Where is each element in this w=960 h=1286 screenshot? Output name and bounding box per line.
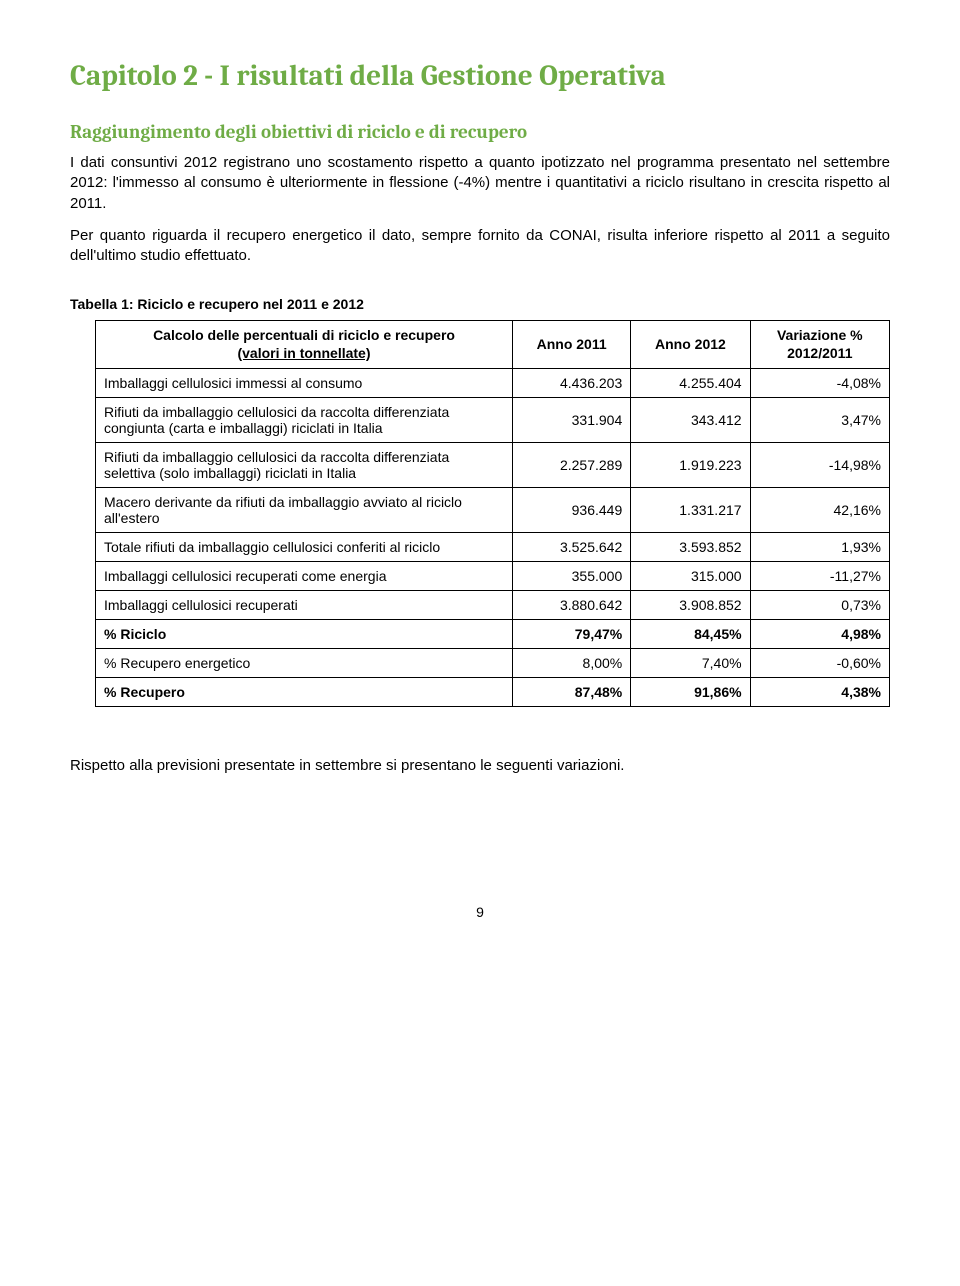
cell-2012: 84,45% <box>631 620 750 649</box>
cell-var: -11,27% <box>750 562 889 591</box>
cell-2011: 79,47% <box>513 620 631 649</box>
cell-2011: 936.449 <box>513 488 631 533</box>
table-body: Imballaggi cellulosici immessi al consum… <box>96 369 890 707</box>
cell-2011: 355.000 <box>513 562 631 591</box>
footer-paragraph: Rispetto alla previsioni presentate in s… <box>70 757 890 774</box>
table-header-row: Calcolo delle percentuali di riciclo e r… <box>96 321 890 369</box>
cell-2012: 4.255.404 <box>631 369 750 398</box>
cell-label: Imballaggi cellulosici immessi al consum… <box>96 369 513 398</box>
cell-var: -4,08% <box>750 369 889 398</box>
cell-label: Macero derivante da rifiuti da imballagg… <box>96 488 513 533</box>
table-row: Imballaggi cellulosici recuperati come e… <box>96 562 890 591</box>
cell-var: 4,38% <box>750 678 889 707</box>
cell-label: Imballaggi cellulosici recuperati <box>96 591 513 620</box>
cell-var: -0,60% <box>750 649 889 678</box>
col-header-description: Calcolo delle percentuali di riciclo e r… <box>96 321 513 369</box>
col-header-variation: Variazione % 2012/2011 <box>750 321 889 369</box>
table-row: Rifiuti da imballaggio cellulosici da ra… <box>96 398 890 443</box>
table-row: % Recupero 87,48% 91,86% 4,38% <box>96 678 890 707</box>
cell-2011: 8,00% <box>513 649 631 678</box>
table-row: Imballaggi cellulosici recuperati 3.880.… <box>96 591 890 620</box>
cell-label: % Riciclo <box>96 620 513 649</box>
data-table: Calcolo delle percentuali di riciclo e r… <box>95 320 890 707</box>
cell-label: % Recupero energetico <box>96 649 513 678</box>
cell-label: Totale rifiuti da imballaggio cellulosic… <box>96 533 513 562</box>
cell-2011: 87,48% <box>513 678 631 707</box>
cell-2012: 1.331.217 <box>631 488 750 533</box>
cell-2011: 331.904 <box>513 398 631 443</box>
cell-var: -14,98% <box>750 443 889 488</box>
cell-2011: 2.257.289 <box>513 443 631 488</box>
col-header-2012: Anno 2012 <box>631 321 750 369</box>
table-row: % Riciclo 79,47% 84,45% 4,98% <box>96 620 890 649</box>
cell-var: 3,47% <box>750 398 889 443</box>
cell-2012: 315.000 <box>631 562 750 591</box>
page-number: 9 <box>70 904 890 920</box>
cell-2012: 1.919.223 <box>631 443 750 488</box>
table-row: Rifiuti da imballaggio cellulosici da ra… <box>96 443 890 488</box>
cell-2012: 343.412 <box>631 398 750 443</box>
cell-label: Imballaggi cellulosici recuperati come e… <box>96 562 513 591</box>
cell-2012: 3.908.852 <box>631 591 750 620</box>
table-row: Totale rifiuti da imballaggio cellulosic… <box>96 533 890 562</box>
section-title: Raggiungimento degli obiettivi di ricicl… <box>70 121 890 143</box>
cell-label: Rifiuti da imballaggio cellulosici da ra… <box>96 443 513 488</box>
cell-2012: 3.593.852 <box>631 533 750 562</box>
paragraph-1: I dati consuntivi 2012 registrano uno sc… <box>70 153 890 214</box>
cell-var: 1,93% <box>750 533 889 562</box>
cell-2011: 4.436.203 <box>513 369 631 398</box>
table-row: Macero derivante da rifiuti da imballagg… <box>96 488 890 533</box>
cell-label: Rifiuti da imballaggio cellulosici da ra… <box>96 398 513 443</box>
table-caption: Tabella 1: Riciclo e recupero nel 2011 e… <box>70 296 890 312</box>
cell-var: 0,73% <box>750 591 889 620</box>
cell-2011: 3.880.642 <box>513 591 631 620</box>
cell-2011: 3.525.642 <box>513 533 631 562</box>
cell-2012: 91,86% <box>631 678 750 707</box>
cell-var: 42,16% <box>750 488 889 533</box>
table-row: % Recupero energetico 8,00% 7,40% -0,60% <box>96 649 890 678</box>
cell-2012: 7,40% <box>631 649 750 678</box>
paragraph-2: Per quanto riguarda il recupero energeti… <box>70 226 890 267</box>
chapter-title: Capitolo 2 - I risultati della Gestione … <box>70 60 890 93</box>
table-row: Imballaggi cellulosici immessi al consum… <box>96 369 890 398</box>
col-header-2011: Anno 2011 <box>513 321 631 369</box>
cell-label: % Recupero <box>96 678 513 707</box>
cell-var: 4,98% <box>750 620 889 649</box>
